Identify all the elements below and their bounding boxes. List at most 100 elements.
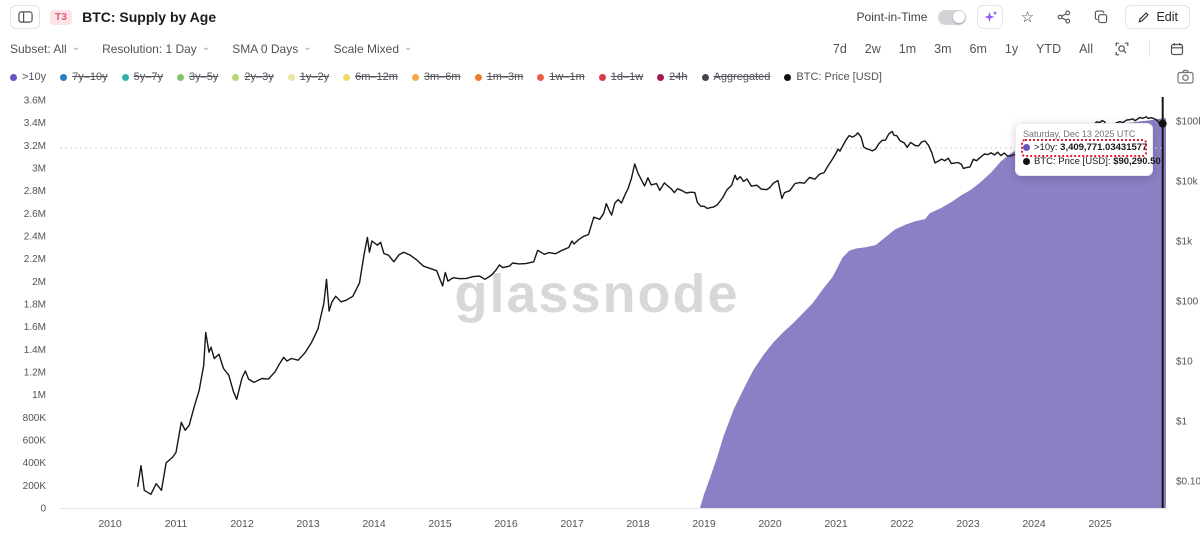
toolbar-separator (1149, 41, 1150, 57)
left-axis-tick: 2M (32, 277, 46, 288)
screenshot-button[interactable] (1174, 69, 1196, 87)
x-axis-tick: 2025 (1088, 518, 1112, 530)
x-axis-tick: 2017 (560, 518, 584, 530)
share-button[interactable] (1051, 5, 1078, 29)
legend-item-11[interactable]: 24h (657, 71, 688, 83)
left-axis-tick: 200K (23, 481, 47, 492)
x-axis-tick: 2024 (1022, 518, 1046, 530)
sidebar-toggle-button[interactable] (10, 5, 40, 29)
edit-button-label: Edit (1156, 10, 1178, 24)
filter-dropdown-2[interactable]: SMA 0 Days ⌄ (232, 42, 311, 56)
x-axis-tick: 2013 (296, 518, 320, 530)
legend-dot (10, 73, 17, 81)
legend-item-13[interactable]: BTC: Price [USD] (784, 71, 882, 83)
ai-sparkle-button[interactable] (977, 5, 1004, 29)
legend-item-7[interactable]: 3m–6m (411, 71, 461, 83)
chevron-down-icon: ⌄ (201, 42, 211, 53)
filter-dropdown-0[interactable]: Subset: All ⌄ (10, 42, 80, 56)
x-axis-tick: 2021 (824, 518, 848, 530)
left-axis-tick: 400K (23, 458, 47, 469)
left-axis-tick: 1.6M (24, 322, 46, 333)
range-button-2w[interactable]: 2w (864, 42, 881, 56)
legend-dot (411, 73, 419, 81)
calendar-button[interactable] (1164, 37, 1190, 61)
point-in-time-label: Point-in-Time (856, 10, 928, 24)
btc-price-line (137, 116, 1164, 495)
x-axis-tick: 2023 (956, 518, 980, 530)
filter-label: Subset: All (10, 42, 67, 56)
favorite-button[interactable]: ☆ (1014, 5, 1041, 29)
edit-button[interactable]: Edit (1125, 5, 1190, 29)
legend-item-label: 5y–7y (133, 71, 164, 83)
right-axis-tick: $10k (1176, 177, 1199, 188)
range-button-3m[interactable]: 3m (934, 42, 952, 56)
zoom-area-button[interactable] (1109, 37, 1135, 61)
legend-item-4[interactable]: 2y–3y (232, 71, 274, 83)
legend-item-1[interactable]: 7y–10y (60, 71, 108, 83)
legend-dot (657, 73, 665, 81)
camera-icon (1176, 69, 1194, 84)
range-button-6m[interactable]: 6m (969, 42, 987, 56)
legend-item-label: 1m–3m (486, 71, 524, 83)
x-axis-tick: 2012 (230, 518, 254, 530)
point-in-time-toggle[interactable] (938, 9, 967, 25)
chart-tooltip: Saturday, Dec 13 2025 UTC >10y: 3,409,77… (1015, 123, 1161, 176)
range-button-all[interactable]: All (1079, 42, 1093, 56)
tooltip-row-1: BTC: Price [USD]: $90,290.50 (1023, 155, 1161, 169)
legend-dot (598, 73, 606, 81)
x-axis-tick: 2015 (428, 518, 452, 530)
zoom-area-icon (1115, 42, 1129, 56)
copy-icon (1095, 10, 1108, 24)
left-axis-tick: 800K (23, 413, 47, 424)
tooltip-row-text: BTC: Price [USD]: $90,290.50 (1034, 155, 1161, 167)
tooltip-rows: >10y: 3,409,771.03431577 BTC: Price [USD]… (1021, 139, 1161, 169)
legend-item-12[interactable]: Aggregated (701, 71, 771, 83)
right-axis-tick: $10 (1176, 357, 1193, 368)
chevron-down-icon: ⌄ (71, 42, 81, 53)
legend-item-6[interactable]: 6m–12m (343, 71, 398, 83)
right-axis-tick: $1k (1176, 237, 1193, 248)
supply-over-10y-area (700, 118, 1166, 508)
legend-item-label: Aggregated (713, 71, 771, 83)
legend-item-label: >10y (22, 71, 47, 83)
legend-dot (287, 73, 295, 81)
right-axis-tick: $1 (1176, 417, 1188, 428)
filter-label: SMA 0 Days (232, 42, 299, 56)
legend-item-8[interactable]: 1m–3m (474, 71, 524, 83)
range-button-7d[interactable]: 7d (832, 42, 847, 56)
legend-item-3[interactable]: 3y–5y (177, 71, 218, 83)
star-icon: ☆ (1020, 8, 1035, 26)
filter-label: Scale Mixed (333, 42, 399, 56)
series-legend: >10y 7y–10y 5y–7y 3y–5y 2y–3y 1y–2y 6m–12m 3m–6… (0, 68, 1200, 86)
sidebar-panel-icon (17, 11, 33, 23)
x-axis-tick: 2018 (626, 518, 650, 530)
x-axis-tick: 2011 (165, 518, 188, 530)
legend-item-10[interactable]: 1d–1w (598, 71, 643, 83)
range-button-1m[interactable]: 1m (898, 42, 917, 56)
range-button-ytd[interactable]: YTD (1036, 42, 1062, 56)
legend-item-9[interactable]: 1w–1m (537, 71, 585, 83)
left-axis-tick: 3.4M (24, 118, 46, 129)
filter-dropdown-1[interactable]: Resolution: 1 Day ⌄ (102, 42, 210, 56)
tier-badge: T3 (50, 9, 73, 25)
x-axis-tick: 2020 (758, 518, 782, 530)
filter-dropdown-3[interactable]: Scale Mixed ⌄ (334, 42, 413, 56)
left-axis-tick: 3.2M (24, 141, 46, 152)
watermark: glassnode (454, 264, 739, 324)
range-button-1y[interactable]: 1y (1004, 42, 1019, 56)
x-axis-tick: 2016 (494, 518, 518, 530)
duplicate-button[interactable] (1088, 5, 1115, 29)
x-axis-tick: 2022 (890, 518, 914, 530)
legend-item-0[interactable]: >10y (10, 71, 46, 83)
tooltip-date: Saturday, Dec 13 2025 UTC (1023, 129, 1136, 139)
left-axis-tick: 1.8M (24, 300, 46, 311)
tooltip-series-dot (1023, 144, 1030, 152)
tooltip-row-text: >10y: 3,409,771.03431577 (1034, 142, 1148, 153)
header: T3 BTC: Supply by Age Point-in-Time ☆ Ed… (0, 0, 1200, 34)
x-axis-tick: 2010 (98, 518, 122, 530)
legend-item-5[interactable]: 1y–2y (287, 71, 329, 83)
legend-item-2[interactable]: 5y–7y (121, 71, 164, 83)
left-axis-tick: 2.8M (24, 186, 46, 197)
chevron-down-icon: ⌄ (404, 42, 413, 53)
